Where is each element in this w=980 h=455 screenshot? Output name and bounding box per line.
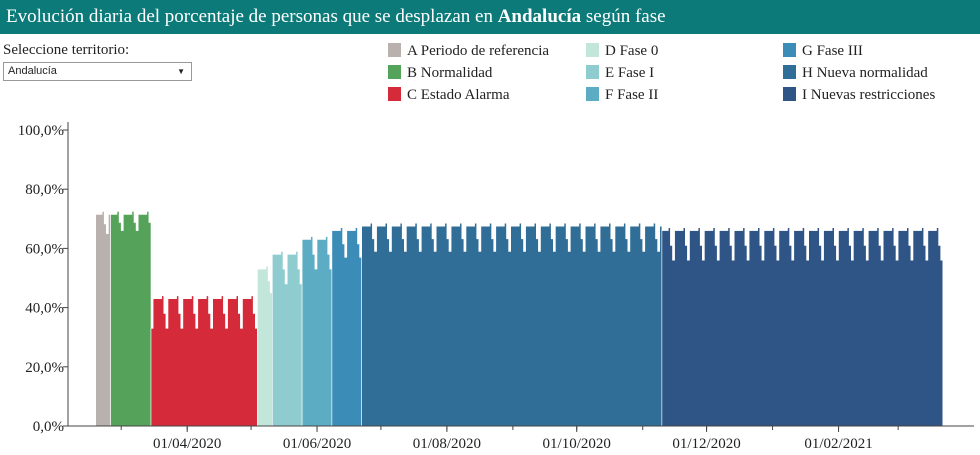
series-area-h: [361, 222, 663, 427]
legend-item-c[interactable]: C Estado Alarma: [388, 86, 509, 106]
y-tick-label: 0,0%: [33, 419, 64, 435]
legend-item-b[interactable]: B Normalidad: [388, 64, 492, 84]
x-tick-label: 01/06/2020: [283, 436, 351, 452]
legend-label-f: F Fase II: [605, 87, 659, 103]
legend-swatch-e: [586, 65, 599, 79]
series-area-c: [150, 295, 258, 427]
title-suffix: según fase: [585, 6, 666, 27]
series-area-d: [257, 265, 273, 427]
legend-label-b: B Normalidad: [407, 65, 493, 81]
territory-selector-label: Seleccione territorio:: [3, 42, 130, 58]
series-area-i: [661, 227, 944, 427]
y-tick-label: 60,0%: [25, 241, 64, 257]
legend-swatch-h: [783, 65, 796, 79]
series-area-g: [331, 227, 362, 427]
y-tick-label: 40,0%: [25, 301, 64, 317]
series-area-b: [110, 211, 152, 427]
series-area-a: [95, 211, 111, 427]
legend-swatch-i: [783, 87, 796, 101]
legend-swatch-b: [388, 65, 401, 79]
title-prefix: Evolución diaria del porcentaje de perso…: [6, 6, 493, 27]
series-areas: [95, 211, 944, 427]
y-tick-label: 20,0%: [25, 360, 64, 376]
legend-item-h[interactable]: H Nueva normalidad: [783, 64, 928, 84]
x-tick-label: 01/02/2021: [804, 436, 872, 452]
legend-label-i: I Nuevas restricciones: [802, 87, 936, 103]
legend-label-d: D Fase 0: [605, 43, 659, 59]
legend-label-h: H Nueva normalidad: [802, 65, 928, 81]
legend-swatch-c: [388, 87, 401, 101]
title-region: Andalucía: [497, 6, 582, 27]
legend-item-i[interactable]: I Nuevas restricciones: [783, 86, 935, 106]
legend-item-g[interactable]: G Fase III: [783, 42, 863, 62]
legend-swatch-f: [586, 87, 599, 101]
chevron-down-icon: ▼: [177, 67, 185, 76]
x-tick-label: 01/04/2020: [153, 436, 221, 452]
territory-select[interactable]: Andalucía ▼: [3, 62, 192, 81]
y-tick-label: 100,0%: [18, 123, 64, 139]
legend-item-a[interactable]: A Periodo de referencia: [388, 42, 549, 62]
y-tick-label: 80,0%: [25, 182, 64, 198]
legend-swatch-d: [586, 43, 599, 57]
legend-item-f[interactable]: F Fase II: [586, 86, 658, 106]
legend-item-e[interactable]: E Fase I: [586, 64, 654, 84]
x-tick-label: 01/10/2020: [543, 436, 611, 452]
legend-label-a: A Periodo de referencia: [407, 43, 550, 59]
x-tick-label: 01/12/2020: [672, 436, 740, 452]
series-area-e: [272, 251, 303, 427]
series-area-f: [301, 236, 333, 427]
legend-swatch-g: [783, 43, 796, 57]
legend-label-c: C Estado Alarma: [407, 87, 510, 103]
chart-title: Evolución diaria del porcentaje de perso…: [0, 0, 980, 34]
axes: 0,0% 20,0% 40,0% 60,0% 80,0% 100,0% 01/04/2020…: [18, 122, 974, 452]
territory-select-value: Andalucía: [8, 65, 57, 77]
x-tick-label: 01/08/2020: [413, 436, 481, 452]
legend-swatch-a: [388, 43, 401, 57]
legend-label-g: G Fase III: [802, 43, 863, 59]
legend-label-e: E Fase I: [605, 65, 655, 81]
legend-item-d[interactable]: D Fase 0: [586, 42, 658, 62]
